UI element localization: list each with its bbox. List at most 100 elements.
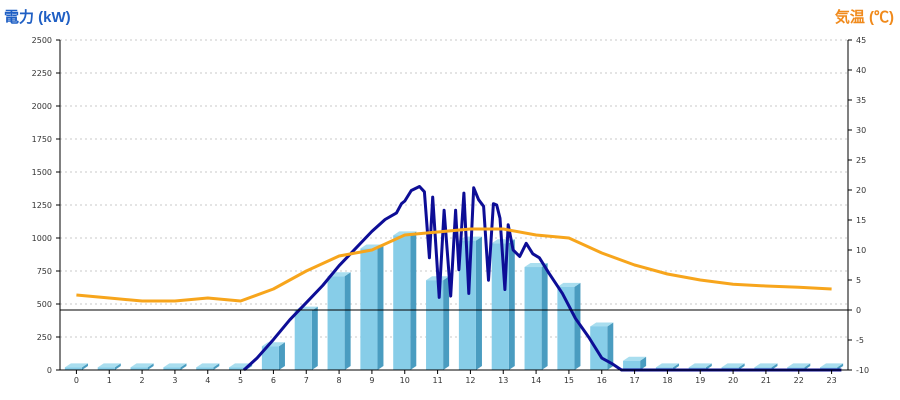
bar bbox=[196, 363, 220, 370]
bar-top bbox=[491, 239, 515, 244]
x-tick-label: 14 bbox=[531, 376, 541, 385]
bar-side bbox=[278, 342, 285, 370]
bar-top bbox=[130, 363, 154, 368]
bar-side bbox=[508, 239, 515, 370]
bar-side bbox=[81, 363, 88, 370]
bar-front bbox=[229, 367, 247, 370]
bar-front bbox=[393, 235, 411, 370]
power-line bbox=[242, 185, 842, 372]
bar-side bbox=[443, 276, 450, 370]
bar-top bbox=[97, 363, 121, 368]
x-tick-label: 19 bbox=[695, 376, 705, 385]
bar bbox=[97, 363, 121, 370]
bar-side bbox=[180, 363, 187, 370]
bar-side bbox=[311, 306, 318, 370]
x-tick-label: 5 bbox=[238, 376, 243, 385]
x-tick-label: 0 bbox=[74, 376, 79, 385]
left-tick-label: 1750 bbox=[32, 135, 52, 144]
right-tick-label: 30 bbox=[856, 126, 866, 135]
right-tick-label: 5 bbox=[856, 276, 861, 285]
left-tick-label: 1250 bbox=[32, 201, 52, 210]
bars-layer bbox=[64, 231, 844, 370]
temperature-line bbox=[76, 227, 832, 303]
right-tick-label: 40 bbox=[856, 66, 866, 75]
x-tick-label: 3 bbox=[172, 376, 177, 385]
x-tick-label: 9 bbox=[369, 376, 374, 385]
right-tick-label: 20 bbox=[856, 186, 866, 195]
bar bbox=[327, 272, 351, 370]
bar-front bbox=[623, 360, 641, 370]
bar bbox=[458, 236, 482, 370]
x-tick-label: 1 bbox=[107, 376, 112, 385]
bar-top bbox=[820, 363, 844, 368]
bar bbox=[524, 263, 548, 370]
grid-layer bbox=[60, 39, 848, 338]
right-axis-title: 気温 (℃) bbox=[835, 8, 894, 26]
bar-front bbox=[524, 267, 542, 370]
bar-top bbox=[787, 363, 811, 368]
bar-side bbox=[114, 363, 121, 370]
bar bbox=[163, 363, 187, 370]
right-tick-label: -10 bbox=[856, 366, 869, 375]
bar-front bbox=[64, 367, 82, 370]
bar-front bbox=[130, 367, 148, 370]
left-tick-label: 2000 bbox=[32, 102, 52, 111]
bar-top bbox=[163, 363, 187, 368]
bar-front bbox=[294, 310, 312, 370]
bar-top bbox=[590, 322, 614, 327]
x-tick-label: 23 bbox=[826, 376, 836, 385]
x-tick-label: 16 bbox=[597, 376, 607, 385]
bar-top bbox=[557, 282, 581, 287]
x-tick-label: 22 bbox=[794, 376, 804, 385]
bar bbox=[130, 363, 154, 370]
left-tick-label: 1500 bbox=[32, 168, 52, 177]
bar-side bbox=[738, 363, 745, 370]
x-tick-label: 13 bbox=[498, 376, 508, 385]
bar bbox=[294, 306, 318, 370]
bar-side bbox=[607, 322, 614, 370]
right-tick-label: 0 bbox=[856, 306, 861, 315]
left-tick-label: 500 bbox=[37, 300, 52, 309]
right-tick-label: 10 bbox=[856, 246, 866, 255]
bar-front bbox=[261, 346, 279, 370]
bar-front bbox=[97, 367, 115, 370]
bar-front bbox=[458, 240, 476, 370]
x-tick-label: 17 bbox=[629, 376, 639, 385]
bar-side bbox=[344, 272, 351, 370]
bar-side bbox=[837, 363, 844, 370]
x-tick-label: 8 bbox=[337, 376, 342, 385]
bar-side bbox=[541, 263, 548, 370]
bar-top bbox=[754, 363, 778, 368]
bar-side bbox=[771, 363, 778, 370]
bar-front bbox=[426, 280, 444, 370]
bar-front bbox=[590, 326, 608, 370]
bar bbox=[623, 356, 647, 370]
left-tick-label: 1000 bbox=[32, 234, 52, 243]
bar-side bbox=[672, 363, 679, 370]
left-tick-label: 750 bbox=[37, 267, 52, 276]
lines-layer bbox=[76, 185, 842, 372]
bar bbox=[426, 276, 450, 370]
bar-side bbox=[640, 356, 647, 370]
right-tick-label: 35 bbox=[856, 96, 866, 105]
bar-top bbox=[196, 363, 220, 368]
bar-front bbox=[327, 276, 345, 370]
bar-side bbox=[213, 363, 220, 370]
right-tick-label: 25 bbox=[856, 156, 866, 165]
x-tick-label: 2 bbox=[140, 376, 145, 385]
right-tick-label: -5 bbox=[856, 336, 864, 345]
bar-side bbox=[574, 282, 581, 370]
bar bbox=[557, 282, 581, 370]
right-tick-label: 15 bbox=[856, 216, 866, 225]
x-tick-label: 20 bbox=[728, 376, 738, 385]
bar-side bbox=[804, 363, 811, 370]
bar-side bbox=[147, 363, 154, 370]
bar-side bbox=[377, 244, 384, 370]
x-tick-label: 11 bbox=[432, 376, 442, 385]
left-tick-label: 2500 bbox=[32, 36, 52, 45]
left-tick-label: 2250 bbox=[32, 69, 52, 78]
x-tick-label: 10 bbox=[400, 376, 410, 385]
bar-top bbox=[721, 363, 745, 368]
left-axis-title: 電力 (kW) bbox=[4, 8, 71, 26]
